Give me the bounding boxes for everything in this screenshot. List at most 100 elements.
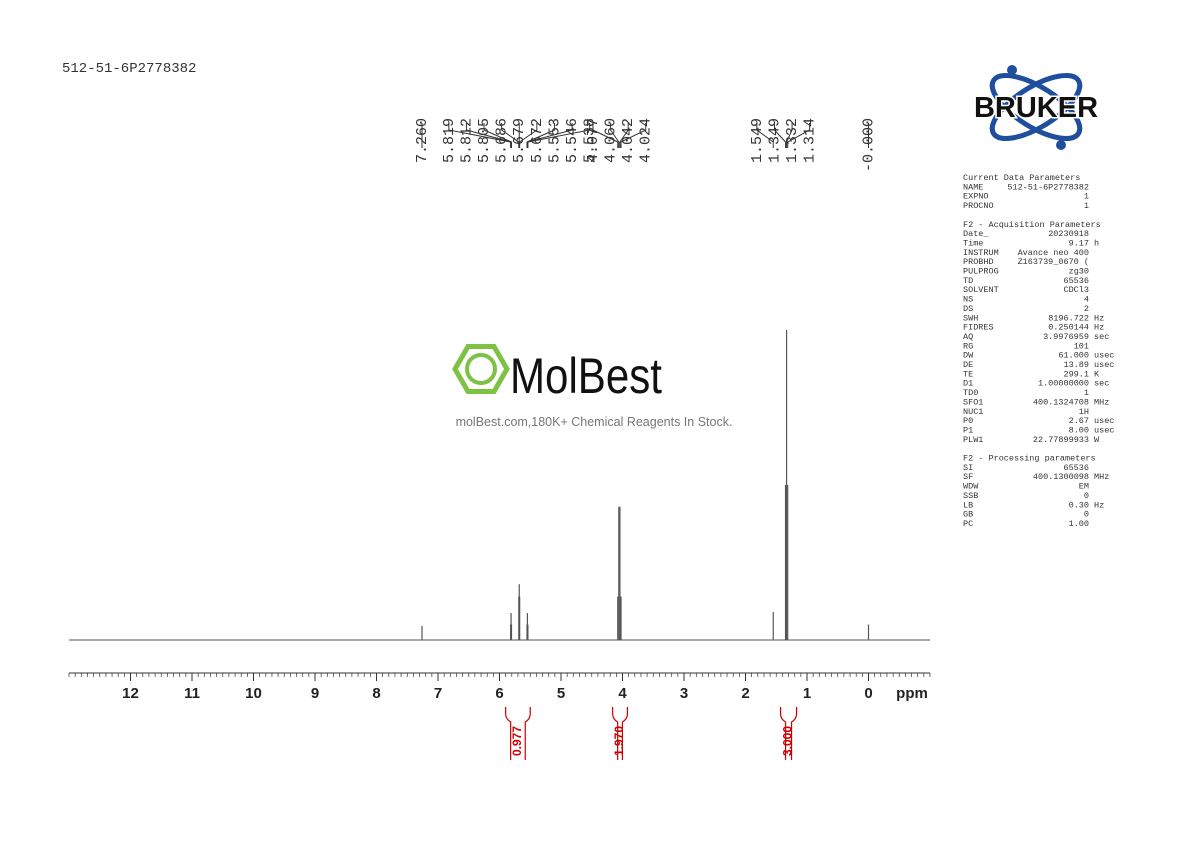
x-tick-label: 10 [245, 685, 262, 702]
x-tick-label: 1 [803, 685, 811, 702]
peak-label: 5.805 [476, 118, 493, 163]
peak-connector [592, 123, 619, 148]
parameter-value: Avance neo 400 [1018, 248, 1089, 258]
logo-text: BRUKER [974, 92, 1098, 124]
peak-label: 5.819 [441, 118, 458, 163]
parameter-unit: MHz [1094, 397, 1109, 407]
x-tick-label: 9 [311, 685, 319, 702]
integral-label: 1.970 [612, 726, 626, 756]
parameter-name: NS [963, 295, 973, 305]
logo-dot [1056, 140, 1066, 150]
peak-connector [610, 123, 620, 148]
parameter-name: WDW [963, 482, 979, 492]
parameter-name: TD0 [963, 388, 978, 398]
parameter-unit: Hz [1094, 323, 1104, 333]
parameter-name: PLW1 [963, 435, 983, 445]
x-tick-label: 8 [372, 685, 380, 702]
x-axis-label: ppm [896, 685, 928, 702]
parameter-value: 2 [1084, 304, 1089, 314]
peak-label: 5.686 [494, 118, 511, 163]
parameter-unit: MHz [1094, 472, 1109, 482]
parameter-unit: Hz [1094, 313, 1104, 323]
peak-connector [787, 123, 811, 148]
peak-label: 4.077 [585, 118, 602, 163]
parameter-unit: Hz [1094, 500, 1104, 510]
parameter-value: 0 [1084, 510, 1089, 520]
peak-label: 5.812 [458, 118, 475, 163]
parameter-value: 4 [1084, 295, 1089, 305]
parameter-value: 512-51-6P2778382 [1007, 182, 1089, 192]
parameter-name: TD [963, 276, 973, 286]
parameter-value: 1 [1084, 201, 1089, 211]
logo-orbit [989, 73, 1083, 141]
peak-connector [786, 123, 793, 148]
parameter-value: 2.67 [1069, 416, 1089, 426]
parameter-unit: usec [1094, 416, 1114, 426]
parameter-name: D1 [963, 379, 973, 389]
watermark-ring [465, 353, 497, 385]
parameter-value: 20230918 [1048, 229, 1089, 239]
parameter-unit: sec [1094, 379, 1109, 389]
parameter-name: SI [963, 463, 973, 473]
parameter-value: 22.77899933 [1033, 435, 1089, 445]
parameter-value: Z163739_0670 ( [1018, 257, 1089, 267]
peak-connector [773, 123, 787, 148]
parameter-name: DE [963, 360, 973, 370]
parameter-value: 8.00 [1069, 425, 1089, 435]
logo-dot [1007, 65, 1017, 75]
parameter-name: RG [963, 341, 973, 351]
parameter-unit: K [1094, 369, 1100, 379]
parameter-unit: usec [1094, 360, 1114, 370]
parameter-name: SFO1 [963, 397, 983, 407]
parameter-name: P1 [963, 425, 973, 435]
peak-connector [527, 123, 591, 148]
parameter-name: SF [963, 472, 973, 482]
integral-label: 3.000 [781, 726, 795, 756]
peak-connector [519, 123, 538, 148]
parameter-name: DW [963, 351, 974, 361]
peak-label: 5.538 [582, 118, 599, 163]
parameter-value: 1H [1079, 407, 1089, 417]
parameter-name: NUC1 [963, 407, 983, 417]
peak-label: 1.332 [784, 118, 801, 163]
parameter-value: 9.17 [1069, 238, 1089, 248]
peak-connector [619, 123, 629, 148]
parameter-name: DS [963, 304, 973, 314]
parameter-value: 13.89 [1063, 360, 1089, 370]
parameter-name: SOLVENT [963, 285, 999, 295]
integral-bracket [779, 707, 798, 760]
x-tick-label: 11 [184, 685, 200, 702]
parameter-value: 1.00000000 [1038, 379, 1089, 389]
parameter-name: PROCNO [963, 201, 994, 211]
parameter-unit: W [1094, 435, 1100, 445]
peak-label: 4.042 [620, 118, 637, 163]
x-tick-label: 6 [495, 685, 503, 702]
integral-bracket [505, 707, 531, 760]
peak-label: 1.314 [802, 118, 819, 163]
x-tick-label: 3 [680, 685, 688, 702]
parameter-unit: h [1094, 238, 1099, 248]
peak-label: 1.549 [749, 118, 766, 163]
logo-orbit [989, 73, 1083, 141]
parameter-name: AQ [963, 332, 973, 342]
integral-label: 0.977 [510, 726, 524, 756]
peak-connector [756, 123, 774, 148]
parameter-value: 3.9976959 [1043, 332, 1089, 342]
parameter-name: FIDRES [963, 323, 994, 333]
x-tick-label: 5 [557, 685, 565, 702]
parameter-unit: usec [1094, 351, 1114, 361]
sample-id: 512-51-6P2778382 [62, 61, 196, 77]
parameter-value: 0 [1084, 491, 1089, 501]
peak-label: 1.349 [766, 118, 783, 163]
watermark: MolBest molBest.com,180K+ Chemical Reage… [452, 344, 732, 429]
x-tick-label: 2 [741, 685, 749, 702]
x-tick-label: 7 [434, 685, 442, 702]
parameter-value: CDCl3 [1063, 285, 1089, 295]
parameter-name: TE [963, 369, 973, 379]
parameter-name: Date_ [963, 229, 989, 239]
parameter-value: 8196.722 [1048, 313, 1089, 323]
parameter-name: PC [963, 519, 973, 529]
parameter-unit: sec [1094, 332, 1109, 342]
